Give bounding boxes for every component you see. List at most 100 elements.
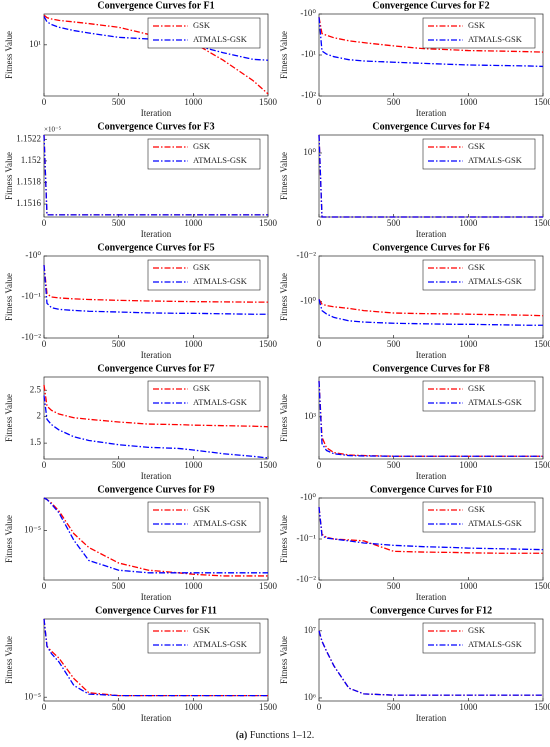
y-tick-label: -10⁰ [300, 296, 316, 306]
y-axis-label: Fitness Value [4, 636, 14, 684]
x-tick-label: 500 [112, 339, 126, 349]
legend-box [147, 17, 261, 49]
y-axis-label: Fitness Value [4, 31, 14, 79]
x-axis-label: Iteration [141, 592, 172, 602]
y-tick-label: 10⁰ [303, 147, 316, 157]
chart-title: Convergence Curves for F11 [95, 605, 217, 616]
y-axis-label: Fitness Value [4, 394, 14, 442]
legend-box [147, 138, 261, 170]
x-tick-label: 1500 [259, 702, 278, 712]
x-tick-label: 1500 [259, 581, 278, 591]
x-tick-label: 1000 [184, 702, 203, 712]
y-tick-label: 10⁻⁵ [24, 525, 41, 535]
x-tick-label: 0 [317, 339, 322, 349]
series-line [43, 134, 268, 216]
y-axis-label: Fitness Value [279, 152, 289, 200]
series-line [43, 384, 269, 428]
y-tick-label: 1.1522 [16, 133, 41, 143]
caption-text: Functions 1–12. [250, 730, 314, 741]
x-tick-label: 1000 [184, 460, 203, 470]
x-tick-label: 500 [387, 702, 401, 712]
legend-label: GSK [468, 262, 486, 272]
series-line [43, 618, 268, 697]
y-tick-label: 1.1516 [16, 198, 41, 208]
series-line [318, 134, 543, 218]
x-tick-label: 500 [112, 460, 126, 470]
y-axis-label: Fitness Value [4, 152, 14, 200]
series-line [318, 630, 543, 696]
series-line [43, 14, 269, 95]
x-tick-label: 1000 [184, 581, 203, 591]
y-tick-label: 10⁶ [304, 692, 316, 702]
y-axis-label: Fitness Value [279, 31, 289, 79]
legend-label: GSK [468, 141, 486, 151]
legend-label: ATMALS-GSK [193, 397, 248, 407]
y-tick-label: -10⁻² [297, 574, 317, 584]
x-tick-label: 0 [317, 97, 322, 107]
x-axis-label: Iteration [141, 229, 172, 239]
x-tick-label: 1500 [534, 460, 550, 470]
chart-title: Convergence Curves for F7 [97, 363, 214, 374]
x-tick-label: 1000 [184, 339, 203, 349]
legend-label: GSK [468, 504, 486, 514]
x-tick-label: 0 [42, 339, 47, 349]
x-axis-label: Iteration [416, 108, 447, 118]
y-tick-label: 10⁷ [304, 625, 316, 635]
legend-label: ATMALS-GSK [193, 518, 248, 528]
x-tick-label: 1000 [459, 702, 478, 712]
x-tick-label: 1000 [184, 97, 203, 107]
legend-label: ATMALS-GSK [468, 276, 523, 286]
y-tick-label: 10³ [304, 411, 316, 421]
x-axis-label: Iteration [416, 471, 447, 481]
x-tick-label: 1000 [459, 460, 478, 470]
x-tick-label: 500 [387, 581, 401, 591]
legend-label: GSK [193, 625, 211, 635]
legend-label: ATMALS-GSK [468, 155, 523, 165]
x-axis-label: Iteration [141, 713, 172, 723]
chart-title: Convergence Curves for F9 [97, 484, 214, 495]
legend-label: ATMALS-GSK [193, 639, 248, 649]
series-line [43, 497, 268, 577]
y-tick-label: 2 [37, 411, 42, 421]
x-axis-label: Iteration [416, 592, 447, 602]
y-axis-label: Fitness Value [4, 515, 14, 563]
legend-box [422, 380, 536, 412]
y-axis-label: Fitness Value [279, 636, 289, 684]
x-tick-label: 500 [112, 97, 126, 107]
x-tick-label: 500 [387, 218, 401, 228]
series-line [43, 618, 268, 697]
x-tick-label: 1500 [259, 218, 278, 228]
x-tick-label: 0 [317, 581, 322, 591]
x-tick-label: 500 [387, 97, 401, 107]
x-tick-label: 1500 [259, 460, 278, 470]
legend-label: ATMALS-GSK [468, 518, 523, 528]
y-tick-label: -10⁻² [22, 332, 42, 342]
legend-box [147, 380, 261, 412]
y-axis-label: Fitness Value [279, 394, 289, 442]
legend-label: GSK [193, 20, 211, 30]
y-tick-label: 10¹ [29, 39, 41, 49]
legend-label: ATMALS-GSK [468, 397, 523, 407]
y-tick-label: 1.5 [30, 437, 42, 447]
x-tick-label: 1000 [459, 97, 478, 107]
x-axis-label: Iteration [141, 350, 172, 360]
series-line [318, 507, 544, 551]
legend-label: ATMALS-GSK [468, 639, 523, 649]
legend-box [422, 259, 536, 291]
x-tick-label: 0 [42, 702, 47, 712]
x-tick-label: 0 [317, 702, 322, 712]
caption-label: (a) [236, 730, 248, 741]
x-tick-label: 0 [317, 218, 322, 228]
x-tick-label: 500 [112, 218, 126, 228]
caption: (a) Functions 1–12. [236, 730, 315, 741]
x-tick-label: 0 [42, 97, 47, 107]
series-line [318, 298, 544, 317]
chart-title: Convergence Curves for F6 [372, 242, 489, 253]
y-axis-label: Fitness Value [279, 515, 289, 563]
legend-label: GSK [193, 383, 211, 393]
chart-title: Convergence Curves for F12 [370, 605, 492, 616]
y-axis-label: Fitness Value [4, 273, 14, 321]
series-line [318, 17, 544, 68]
x-tick-label: 1500 [259, 97, 278, 107]
y-tick-label: -10⁻¹ [297, 533, 317, 543]
